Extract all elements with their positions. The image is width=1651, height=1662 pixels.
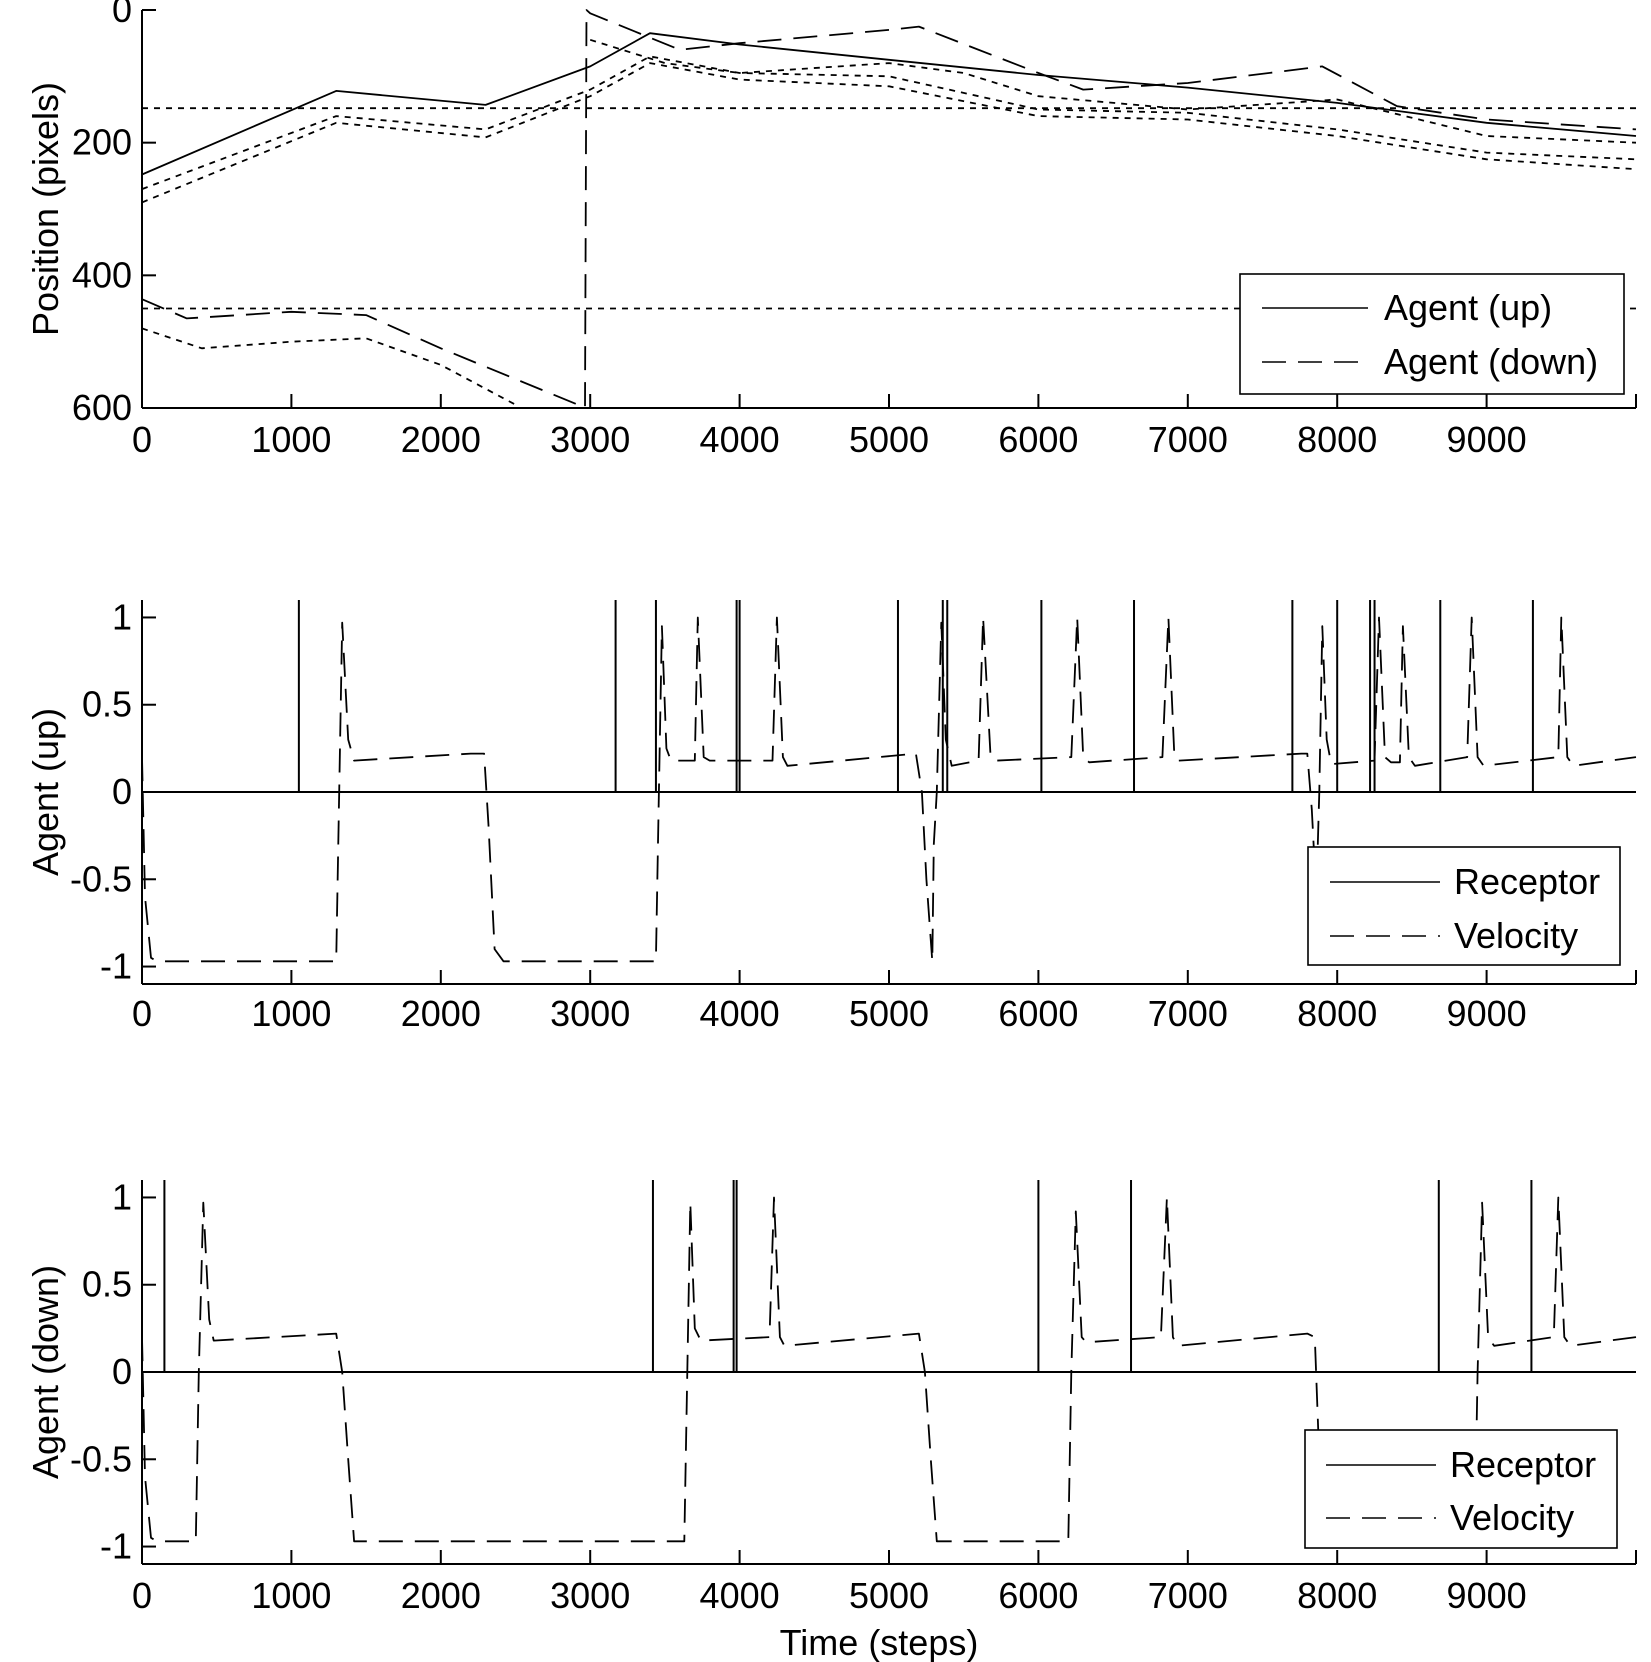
y-tick-label: 1 [112,596,132,637]
y-tick-label: -1 [100,946,132,987]
position-panel: 0 1000 2000 3000 4000 5000 6000 7000 8000 9000 0 20… [25,0,1637,460]
series-line-velocity [141,1196,1637,1543]
x-tick-label: 5000 [849,1575,929,1616]
x-tick-label: 9000 [1447,993,1527,1034]
legend-label-receptor: Receptor [1450,1444,1596,1485]
legend-label-agent-down: Agent (down) [1384,341,1598,382]
x-tick-label: 9000 [1447,419,1527,460]
x-tick-label: 9000 [1447,1575,1527,1616]
y-tick-label: -0.5 [70,1438,132,1479]
legend-label-agent-up: Agent (up) [1384,287,1552,328]
x-tick-label: 4000 [700,993,780,1034]
agent-up-ticks-group: 0 1000 2000 3000 4000 5000 6000 7000 8000 9000 -1 -… [70,596,1637,1034]
position-legend-box [1239,273,1625,395]
x-tick-label: 1000 [251,993,331,1034]
y-tick-label: 0.5 [82,684,132,725]
x-tick-label: 3000 [550,1575,630,1616]
position-ticks-group: 0 1000 2000 3000 4000 5000 6000 7000 8000 9000 0 20… [72,0,1637,460]
x-tick-label: 8000 [1297,1575,1377,1616]
y-tick-label: 400 [72,254,132,295]
agent-up-legend-box [1307,846,1621,966]
time-x-axis-label: Time (steps) [780,1622,979,1662]
x-tick-label: 5000 [849,993,929,1034]
series-line-receptor-up-1 [141,62,1637,204]
y-tick-label: 0 [112,0,132,30]
agent-up-series-group [141,600,1637,963]
series-line-receptor-down-2 [589,38,1637,144]
x-tick-label: 6000 [998,1575,1078,1616]
x-tick-label: 5000 [849,419,929,460]
series-line-receptor-down-1 [141,327,516,406]
y-tick-label: 0.5 [82,1264,132,1305]
x-tick-label: 7000 [1148,993,1228,1034]
x-tick-label: 0 [132,1575,152,1616]
x-tick-label: 8000 [1297,993,1377,1034]
series-line-agent-down- [141,9,1637,409]
y-tick-label: 200 [72,122,132,163]
x-tick-label: 2000 [401,1575,481,1616]
agent-down-series-group [141,1180,1637,1543]
x-tick-label: 6000 [998,993,1078,1034]
x-tick-label: 0 [132,419,152,460]
x-tick-label: 7000 [1148,1575,1228,1616]
y-tick-label: -0.5 [70,858,132,899]
legend-label-velocity: Velocity [1454,915,1578,956]
y-tick-label: 0 [112,771,132,812]
agent-down-panel: 0 1000 2000 3000 4000 5000 6000 7000 8000 9000 -1 -… [25,1176,1637,1662]
x-tick-label: 4000 [700,1575,780,1616]
position-y-axis-label: Position (pixels) [25,82,66,336]
agent-up-panel: 0 1000 2000 3000 4000 5000 6000 7000 8000 9000 -1 -… [25,596,1637,1034]
series-line-velocity [141,616,1637,963]
x-tick-label: 8000 [1297,419,1377,460]
x-tick-label: 3000 [550,419,630,460]
x-tick-label: 7000 [1148,419,1228,460]
position-series-group [141,9,1637,409]
agent-up-y-axis-label: Agent (up) [25,708,66,876]
x-tick-label: 3000 [550,993,630,1034]
x-tick-label: 1000 [251,1575,331,1616]
agent-down-legend-box [1304,1429,1618,1549]
y-tick-label: 1 [112,1176,132,1217]
x-tick-label: 1000 [251,419,331,460]
legend-label-receptor: Receptor [1454,861,1600,902]
agent-down-y-axis-label: Agent (down) [25,1265,66,1479]
x-tick-label: 2000 [401,993,481,1034]
series-line-agent-up- [141,32,1637,176]
legend-label-velocity: Velocity [1450,1497,1574,1538]
x-tick-label: 6000 [998,419,1078,460]
x-tick-label: 0 [132,993,152,1034]
x-tick-label: 4000 [700,419,780,460]
x-tick-label: 2000 [401,419,481,460]
agent-down-ticks-group: 0 1000 2000 3000 4000 5000 6000 7000 8000 9000 -1 -… [70,1176,1637,1616]
series-line-receptor-up-2 [141,55,1637,190]
y-tick-label: 600 [72,387,132,428]
y-tick-label: -1 [100,1526,132,1567]
y-tick-label: 0 [112,1351,132,1392]
